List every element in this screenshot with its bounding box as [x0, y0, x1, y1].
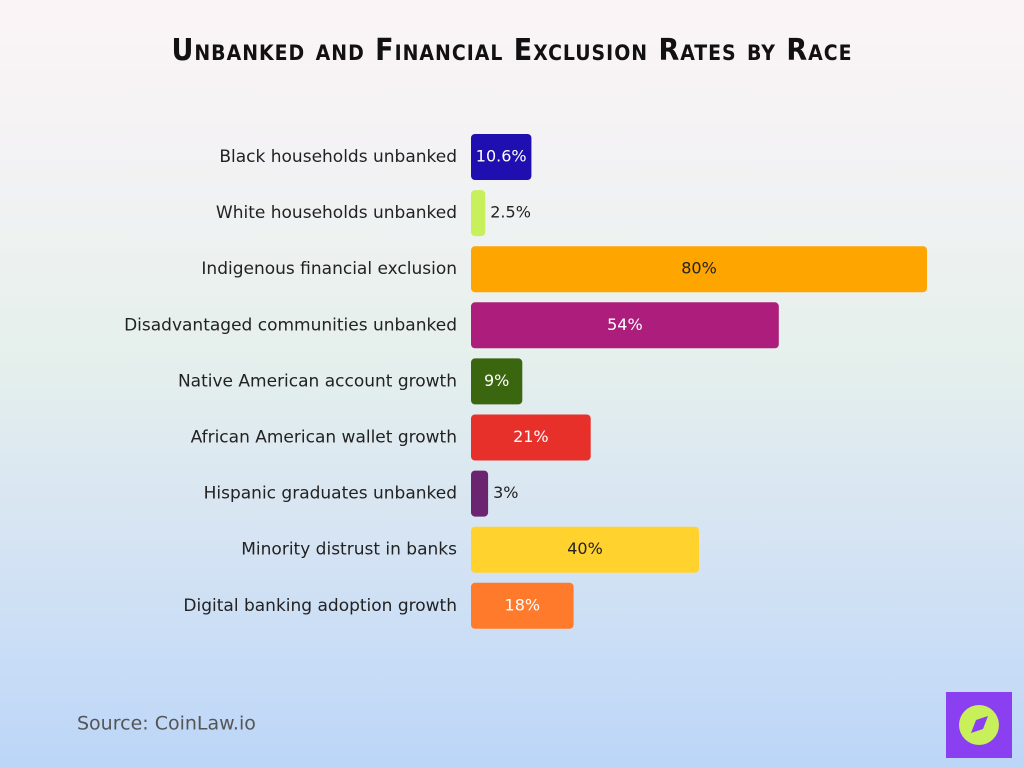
value-label: 40%	[567, 539, 603, 558]
bar	[471, 190, 486, 237]
bar	[471, 470, 489, 517]
value-label: 18%	[505, 595, 541, 614]
bar	[471, 134, 532, 180]
value-label: 80%	[681, 259, 717, 278]
bar	[471, 526, 699, 573]
category-label: Minority distrust in banks	[241, 540, 457, 560]
category-label: Indigenous financial exclusion	[201, 259, 457, 279]
category-label: White households unbanked	[216, 203, 457, 223]
category-label: Hispanic graduates unbanked	[204, 484, 457, 504]
category-label: African American wallet growth	[191, 428, 457, 448]
bar	[471, 358, 523, 405]
value-label: 10.6%	[476, 147, 527, 166]
source: Source: CoinLaw.io	[77, 713, 256, 735]
chart-title: Unbanked and Financial Exclusion Rates b…	[171, 33, 852, 68]
value-label: 3%	[493, 483, 518, 502]
bar	[471, 582, 574, 629]
value-label: 54%	[607, 315, 643, 334]
category-label: Disadvantaged communities unbanked	[124, 315, 457, 335]
value-label: 21%	[513, 427, 549, 446]
bar	[471, 414, 591, 461]
bar	[471, 302, 779, 349]
value-label: 2.5%	[490, 203, 531, 222]
category-label: Black households unbanked	[219, 147, 457, 167]
category-label: Digital banking adoption growth	[183, 596, 457, 616]
category-label: Native American account growth	[178, 371, 457, 391]
logo	[946, 692, 1012, 758]
value-label: 9%	[484, 371, 509, 390]
bar	[471, 246, 927, 293]
